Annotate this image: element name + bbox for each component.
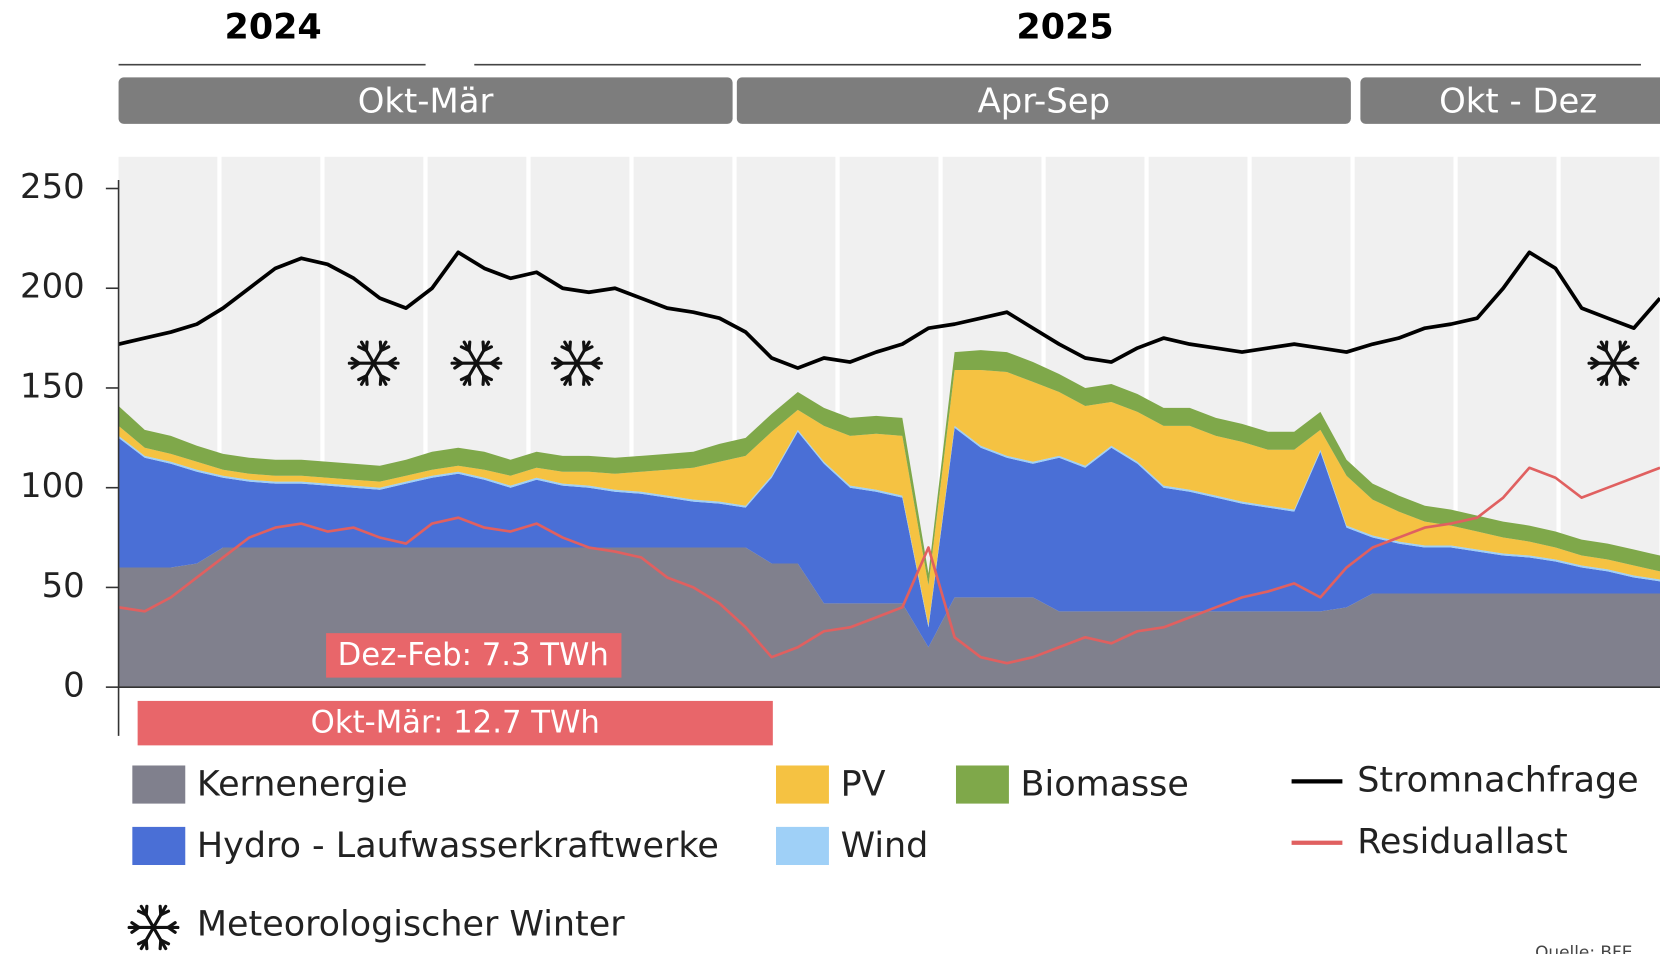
y-tick-label: 150 <box>20 366 85 405</box>
legend-swatch <box>776 826 829 866</box>
y-tick-label: 50 <box>42 566 85 605</box>
snowflake-arm <box>139 904 156 930</box>
snowflake-arm <box>1611 340 1628 365</box>
snowflake-twig <box>1596 374 1608 382</box>
snowflake-twig <box>379 345 391 353</box>
legend-swatch <box>132 826 186 866</box>
snowflake-twig <box>1590 356 1601 365</box>
snowflake-twig <box>357 374 368 382</box>
winter-legend: Meteorologischer Winter <box>197 904 625 944</box>
snowflake-twig <box>144 904 149 917</box>
snowflake-twig <box>589 361 601 370</box>
snowflake-twig <box>453 356 464 365</box>
snowflake-twig <box>568 340 572 353</box>
snowflake-twig <box>467 340 472 353</box>
y-tick-label: 200 <box>20 267 85 306</box>
period-bar <box>1360 77 1660 124</box>
annotation-box <box>137 700 773 746</box>
snowflake <box>347 340 400 386</box>
annotation-box <box>326 633 622 678</box>
snowflake-arm <box>474 361 491 386</box>
snowflake-arm <box>1611 361 1628 386</box>
year-label: 2025 <box>1016 8 1113 48</box>
source: Quelle: BFE <box>1535 942 1632 954</box>
period-bar <box>736 77 1351 124</box>
snowflake-arm <box>151 925 168 951</box>
period-label: Apr-Sep <box>978 81 1110 120</box>
annotation: Dez-Feb: 7.3 TWh <box>338 638 609 673</box>
snowflake-arm <box>563 340 579 365</box>
snowflake-arm <box>139 925 156 951</box>
y-tick-label: 100 <box>20 466 85 505</box>
snowflake-arm <box>462 361 478 386</box>
snowflake-arm <box>359 361 376 386</box>
legend-label: Residuallast <box>1357 822 1567 862</box>
snowflake-twig <box>130 921 141 930</box>
snowflake-twig <box>166 925 177 934</box>
area <box>118 427 1660 648</box>
year-label: 2024 <box>225 8 322 48</box>
area <box>118 369 1660 626</box>
snowflake-arm <box>474 340 491 365</box>
legend-swatch <box>776 765 829 804</box>
snowflake-twig <box>136 938 148 946</box>
snowflake-twig <box>364 340 369 353</box>
snowflake-twig <box>582 374 586 386</box>
snowflake-twig <box>350 356 361 365</box>
period-label: Okt - Dez <box>1439 81 1597 120</box>
snowflake <box>551 340 603 386</box>
area <box>118 350 1660 586</box>
snowflake-arm <box>151 904 168 930</box>
legend-label: Wind <box>841 826 929 866</box>
legend-label: Stromnachfrage <box>1357 760 1638 800</box>
y-tick-label: 0 <box>63 666 85 705</box>
snowflake-arm <box>359 340 376 365</box>
snowflake-twig <box>482 345 493 353</box>
snowflake-twig <box>378 374 383 386</box>
snowflake-twig <box>489 361 500 370</box>
snowflake-twig <box>1619 345 1630 353</box>
snowflake-twig <box>1626 361 1637 370</box>
snowflake-twig <box>159 909 171 917</box>
snowflake-arm <box>575 340 591 365</box>
legend-label: Kernenergie <box>197 765 408 805</box>
legend-swatch <box>955 765 1009 804</box>
snowflake-twig <box>481 374 486 386</box>
snowflake-arm <box>1599 361 1616 386</box>
period-bar <box>118 77 733 124</box>
snowflake-arm <box>372 361 388 386</box>
snowflake-twig <box>560 374 572 382</box>
legend-label: Biomasse <box>1021 765 1189 805</box>
snowflake-arm <box>462 340 478 365</box>
winter-icons <box>127 340 1640 951</box>
snowflake-twig <box>582 345 594 353</box>
y-tick-label: 250 <box>20 167 85 206</box>
period-label: Okt-Mär <box>358 81 494 120</box>
line <box>118 250 1660 370</box>
legend-label: Hydro - Laufwasserkraftwerke <box>197 826 719 866</box>
snowflake-twig <box>1604 340 1609 353</box>
snowflake-twig <box>1618 374 1623 386</box>
snowflake-twig <box>158 938 163 951</box>
line <box>118 466 1660 665</box>
snowflake <box>1587 340 1640 386</box>
snowflake-arm <box>575 361 591 386</box>
snowflake-arm <box>563 361 579 386</box>
snowflake-arm <box>372 340 388 365</box>
snowflake <box>450 340 503 386</box>
snowflake-twig <box>386 361 397 370</box>
legend-label: PV <box>841 765 886 805</box>
snowflake-twig <box>459 374 471 382</box>
annotation: Okt-Mär: 12.7 TWh <box>311 706 600 741</box>
legend-swatch <box>132 765 186 804</box>
snowflake-twig <box>553 356 564 365</box>
snowflake-arm <box>1599 340 1616 365</box>
snowflake <box>127 904 180 951</box>
